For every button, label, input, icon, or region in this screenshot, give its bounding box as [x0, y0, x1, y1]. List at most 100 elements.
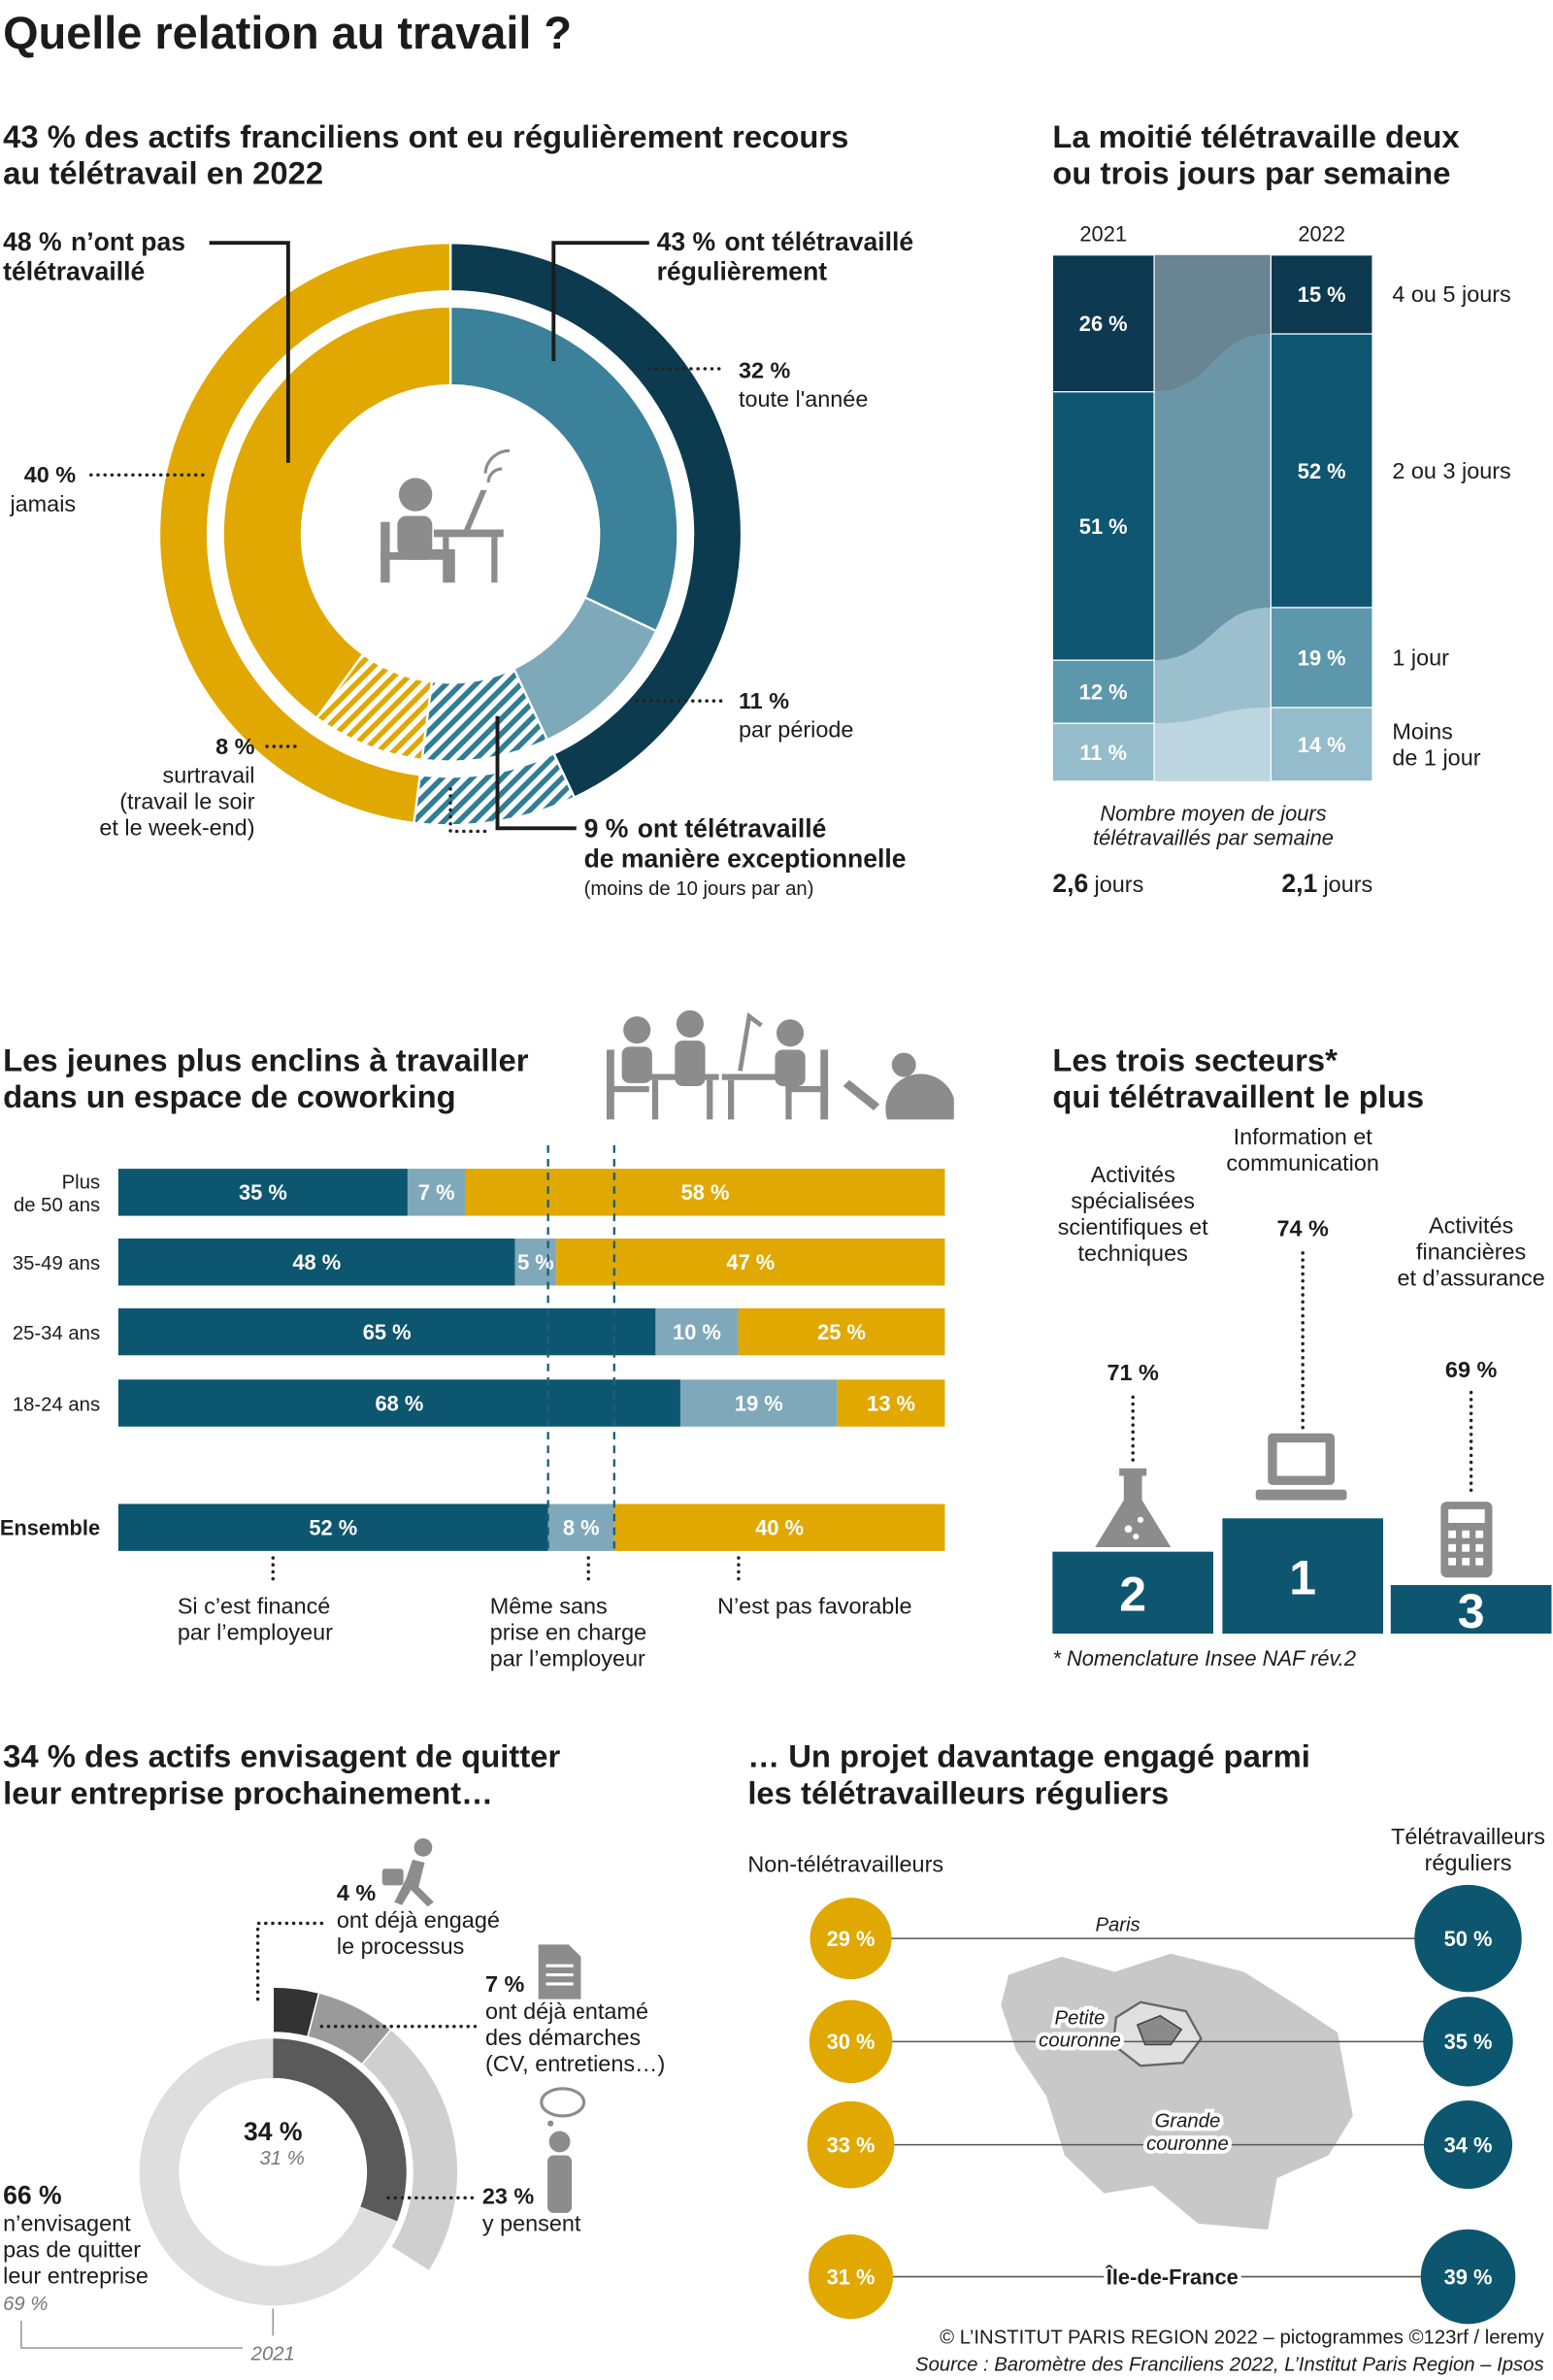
- rank-label: 3: [1458, 1584, 1485, 1638]
- series-label: Télétravailleurs réguliers: [1391, 1824, 1545, 1875]
- value-label: 39 %: [1444, 2264, 1493, 2289]
- rect: [707, 1079, 713, 1120]
- bar-segment: [117, 1239, 515, 1286]
- text-line: de 50 ans: [14, 1195, 100, 1216]
- podium-block: [1052, 1551, 1213, 1635]
- dot: [809, 2000, 893, 2084]
- text-line: Moins: [1392, 718, 1452, 744]
- category-label: 25-34 ans: [13, 1323, 100, 1344]
- text-line: et le week-end): [99, 814, 254, 840]
- value-label: 48 %: [3, 227, 62, 256]
- text-line: réguliers: [1425, 1850, 1512, 1875]
- note: (moins de 10 jours par an): [584, 878, 814, 900]
- text-line: (travail le soir: [119, 788, 254, 813]
- category-label: Grande couronne: [1146, 2111, 1229, 2155]
- category-label: Paris: [1095, 1914, 1140, 1935]
- dot: [1414, 1884, 1522, 1993]
- value-label: 43 %: [657, 227, 716, 256]
- category-label: Plus de 50 ans: [14, 1172, 100, 1215]
- value-label: 35 %: [239, 1180, 287, 1205]
- value-label: 32 %: [739, 357, 791, 382]
- dot: [809, 2234, 894, 2320]
- section-title: 43 % des actifs franciliens ont eu régul…: [3, 118, 848, 191]
- value-label: 68 %: [375, 1391, 423, 1415]
- ring-previous-rest: [139, 2038, 398, 2306]
- text-line: leur entreprise: [3, 2264, 149, 2289]
- value-label: 66 %: [3, 2181, 62, 2210]
- text-line: pas de quitter: [3, 2237, 141, 2263]
- text-line: Information et: [1234, 1124, 1373, 1149]
- rect: [607, 1049, 614, 1120]
- podium-block: [1222, 1518, 1383, 1635]
- value-label: 29 %: [827, 1927, 876, 1951]
- icon-document: [538, 1944, 581, 2000]
- ring-segment: [157, 242, 452, 825]
- ring-label: 48 % n’ont pas télétravaillé: [3, 227, 185, 286]
- bar-segment: [407, 1169, 466, 1216]
- rect: [547, 2155, 573, 2213]
- ring-segment: [413, 751, 577, 827]
- bar-segment: [117, 1379, 680, 1427]
- value-label: 23 %: [482, 2184, 535, 2209]
- value-label: 34 %: [1444, 2132, 1493, 2157]
- value-label: 11 %: [739, 688, 789, 713]
- previous-name: 2021: [250, 2343, 295, 2364]
- bar-segment: [1051, 722, 1155, 782]
- flow: [1154, 708, 1272, 781]
- leader-dotted: [255, 1921, 328, 2001]
- calculator-keys: [1448, 1530, 1484, 1566]
- text-line: télétravaillés par semaine: [1093, 826, 1334, 850]
- dot: [1420, 2229, 1516, 2325]
- value-label: 47 %: [726, 1250, 775, 1274]
- section-title: Les trois secteurs* qui télétravaillent l…: [1052, 1041, 1424, 1114]
- path: [843, 1079, 880, 1110]
- ring-segment: [221, 305, 452, 720]
- bar-segment: [1270, 707, 1373, 782]
- category-label: ont télétravaillé de manière exceptionnel…: [584, 814, 907, 874]
- text-line: … Un projet davantage engagé parmi: [747, 1738, 1310, 1774]
- value-label: 40 %: [755, 1515, 804, 1539]
- category-label: par période: [739, 717, 853, 743]
- category-label: ont déjà entamé des démarches (CV, entreti…: [485, 1999, 665, 2076]
- text-line: n’ont pas: [71, 227, 185, 256]
- text-line: ont télétravaillé: [724, 227, 913, 256]
- bar-segment: [837, 1379, 945, 1427]
- series-label: 4 ou 5 jours: [1392, 281, 1510, 307]
- text-line: des démarches: [485, 2025, 641, 2050]
- value-label: 8 %: [215, 734, 255, 759]
- text-line: régulièrement: [657, 257, 828, 286]
- circle: [776, 1019, 805, 1047]
- rect: [728, 1079, 735, 1120]
- rect: [1448, 1508, 1485, 1523]
- average-unit: jours: [1094, 872, 1144, 897]
- circle: [548, 2131, 571, 2153]
- average-value: 2,1: [1281, 869, 1317, 898]
- category-label: jamais: [9, 491, 76, 516]
- bar-segment: [1051, 391, 1155, 661]
- rect: [1255, 1489, 1347, 1501]
- rect: [491, 537, 498, 583]
- rect: [1448, 1557, 1456, 1566]
- rect: [1462, 1557, 1470, 1566]
- rect: [1462, 1543, 1470, 1552]
- podium-block: [1390, 1585, 1552, 1635]
- circle: [676, 1009, 704, 1038]
- column-label: 2022: [1298, 222, 1345, 247]
- icon-thinking: [540, 2087, 586, 2213]
- ring-segment: [448, 305, 679, 633]
- text-line: par l’employeur: [490, 1646, 645, 1671]
- value-label: 8 %: [563, 1515, 600, 1539]
- rect: [1475, 1543, 1484, 1552]
- text-line: (CV, entretiens…): [485, 2051, 665, 2076]
- ring-label: 43 % ont télétravaillé régulièrement: [657, 227, 914, 286]
- rect: [397, 515, 433, 557]
- path: [1095, 1468, 1172, 1547]
- average-unit: jours: [1322, 872, 1372, 897]
- ring-segment: [360, 2028, 459, 2272]
- flow: [1154, 334, 1272, 661]
- text-line: La moitié télétravaille deux: [1052, 118, 1459, 154]
- text-line: prise en charge: [490, 1620, 646, 1645]
- text-line: de manière exceptionnelle: [584, 843, 907, 873]
- dot: [810, 1898, 892, 1980]
